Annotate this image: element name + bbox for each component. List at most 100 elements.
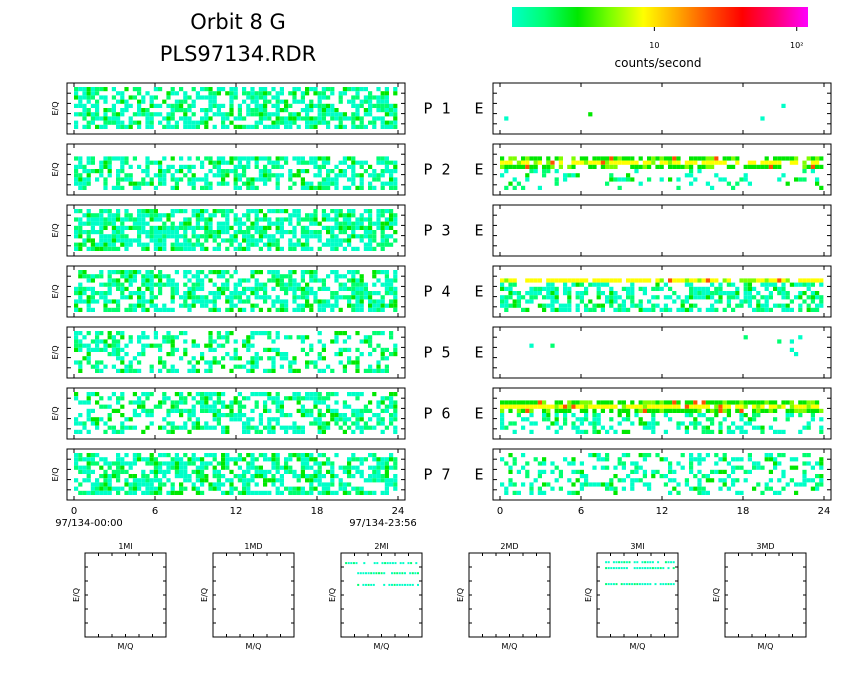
row-label-e: E <box>474 283 483 301</box>
spectrum-title: 3MI <box>630 542 644 551</box>
heatmap-cells <box>74 392 398 434</box>
spectrum-title: 3MD <box>756 542 774 551</box>
heatmap-cells <box>74 453 398 495</box>
panel-ylabel: E/Q <box>51 467 60 481</box>
x-tick-label: 12 <box>656 506 669 517</box>
spectrum-frame <box>724 552 807 638</box>
right-heatmap-column: 0 6 12 18 24 <box>492 82 832 517</box>
x-tick-label: 6 <box>152 506 158 517</box>
heatmap-panel <box>492 82 832 135</box>
x-tick-label: 0 <box>71 506 77 517</box>
heatmap-cells <box>74 270 398 312</box>
spectrum-panel: 3MI M/Q E/Q <box>584 542 679 651</box>
spectrum-frame <box>84 552 167 638</box>
figure-title: Orbit 8 G <box>190 10 286 34</box>
x-tick-label: 0 <box>497 506 503 517</box>
spectrum-xlabel: M/Q <box>374 642 390 651</box>
spectrum-title: 1MD <box>244 542 262 551</box>
heatmap-panel: E/Q <box>51 387 406 440</box>
x-axis-labels: 0 6 12 18 24 97/134-00:00 97/134-23:56 <box>55 506 417 529</box>
panel-ylabel: E/Q <box>51 284 60 298</box>
spectrum-trace <box>357 583 419 586</box>
spectrum-frame <box>468 552 551 638</box>
spectrum-panel: 1MI M/Q E/Q <box>72 542 167 651</box>
heatmap-cells <box>500 156 824 190</box>
heatmap-panel <box>492 204 832 257</box>
panel-ticks <box>493 205 831 256</box>
panel-frame <box>492 204 832 257</box>
left-heatmap-column: E/Q E/Q E/Q E/Q E/Q E/Q E/Q 0 6 12 18 24 97/134-00:0… <box>51 82 417 529</box>
row-label: P 2 <box>423 161 450 179</box>
row-label: P 1 <box>423 100 450 118</box>
spectrum-panel: 2MD M/Q E/Q <box>456 542 551 651</box>
colorbar: 10 10² counts/second <box>512 7 808 70</box>
mass-spectra-row: 1MI M/Q E/Q 1MD M/Q E/Q 2MI M/Q E/Q 2MD M/Q E/Q 3MI M… <box>72 542 807 651</box>
spectrum-xlabel: M/Q <box>502 642 518 651</box>
spectrum-trace <box>605 583 675 586</box>
heatmap-cells <box>74 156 398 190</box>
spectrum-title: 2MI <box>374 542 388 551</box>
row-label-e: E <box>474 100 483 118</box>
spectrum-title: 2MD <box>500 542 518 551</box>
spectrum-trace <box>605 561 675 564</box>
figure-filename: PLS97134.RDR <box>160 42 317 66</box>
spectrum-xlabel: M/Q <box>758 642 774 651</box>
heatmap-cells <box>529 335 803 357</box>
x-tick-label: 12 <box>230 506 243 517</box>
spectrum-frame <box>596 552 679 638</box>
panel-ticks <box>493 388 831 439</box>
spectrum-ylabel: E/Q <box>712 588 721 602</box>
heatmap-cells <box>500 453 824 495</box>
heatmap-cells <box>500 278 824 312</box>
x-tick-label: 18 <box>737 506 750 517</box>
colorbar-label: counts/second <box>615 56 702 70</box>
spectrum-xlabel: M/Q <box>246 642 262 651</box>
panel-ylabel: E/Q <box>51 406 60 420</box>
spectrum-panel: 2MI M/Q E/Q <box>328 542 423 651</box>
row-label: P 3 <box>423 222 450 240</box>
panel-ticks <box>67 144 405 195</box>
heatmap-cells <box>500 400 824 434</box>
heatmap-panel: E/Q <box>51 265 406 318</box>
x-start-label: 97/134-00:00 <box>55 518 123 529</box>
row-label: P 5 <box>423 344 450 362</box>
row-label: P 7 <box>423 466 450 484</box>
heatmap-cells <box>74 209 398 251</box>
heatmap-panel: E/Q <box>51 326 406 379</box>
panel-ylabel: E/Q <box>51 223 60 237</box>
heatmap-panel: E/Q <box>51 82 406 135</box>
spectrum-ylabel: E/Q <box>72 588 81 602</box>
panel-ticks <box>67 388 405 439</box>
spectrum-xlabel: M/Q <box>630 642 646 651</box>
x-end-label: 97/134-23:56 <box>349 518 417 529</box>
heatmap-panel <box>492 448 832 501</box>
heatmap-panel <box>492 387 832 440</box>
heatmap-cells <box>74 87 398 129</box>
row-label-e: E <box>474 222 483 240</box>
heatmap-cells <box>504 103 786 121</box>
colorbar-tick-label: 10 <box>649 41 659 50</box>
heatmap-panel: E/Q <box>51 448 406 501</box>
panel-ticks <box>67 327 405 378</box>
heatmap-panel <box>492 265 832 318</box>
row-label: P 6 <box>423 405 450 423</box>
spectrum-trace <box>357 572 419 575</box>
x-tick-label: 24 <box>392 506 405 517</box>
heatmap-panel: E/Q <box>51 143 406 196</box>
panel-ylabel: E/Q <box>51 345 60 359</box>
row-label-e: E <box>474 344 483 362</box>
spectrum-xlabel: M/Q <box>118 642 134 651</box>
spectrum-ylabel: E/Q <box>584 588 593 602</box>
panel-ticks <box>493 144 831 195</box>
x-tick-label: 6 <box>578 506 584 517</box>
row-labels: P 1 E P 2 E P 3 E P 4 E P 5 E P 6 E P 7 E <box>423 100 483 484</box>
spectrum-ylabel: E/Q <box>456 588 465 602</box>
panel-ticks <box>67 449 405 500</box>
row-label-e: E <box>474 466 483 484</box>
heatmap-panel: E/Q <box>51 204 406 257</box>
colorbar-gradient <box>512 7 808 27</box>
x-tick-label: 24 <box>818 506 831 517</box>
colorbar-tick-label: 10² <box>790 41 803 50</box>
panel-ticks <box>493 449 831 500</box>
